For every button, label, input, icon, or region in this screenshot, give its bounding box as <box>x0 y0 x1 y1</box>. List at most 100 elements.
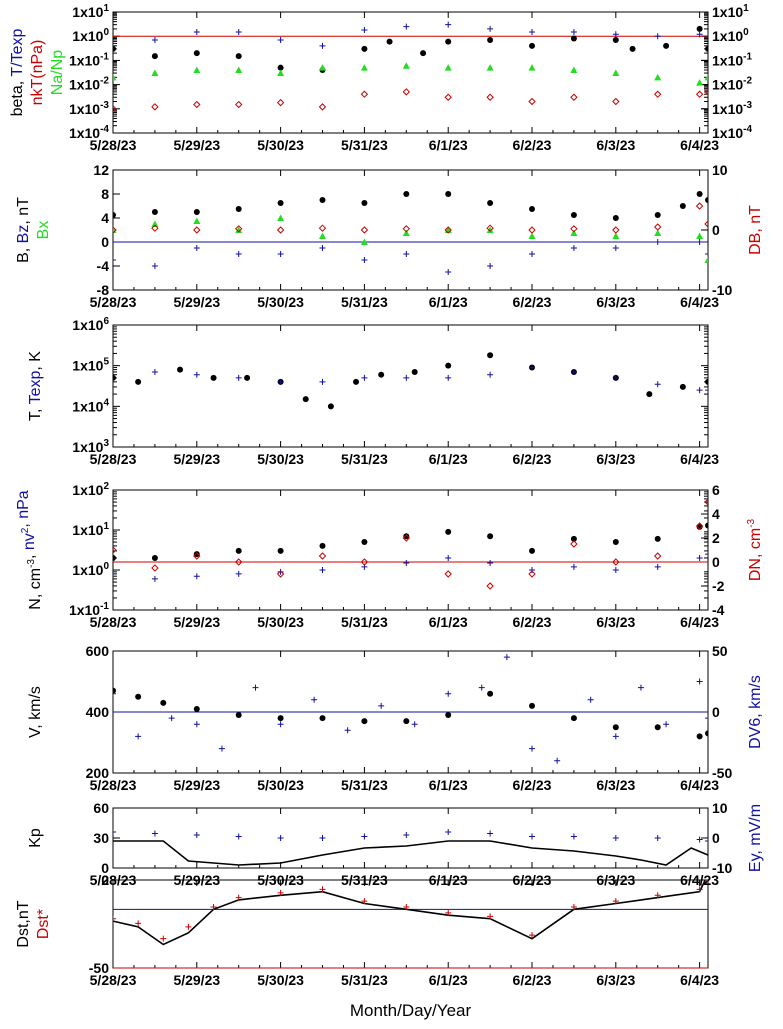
data-point <box>696 239 703 245</box>
data-point <box>403 251 410 257</box>
data-point <box>529 206 536 212</box>
data-point <box>696 387 703 394</box>
y-tick-label: 1x10-1 <box>69 51 109 68</box>
data-point <box>445 554 452 561</box>
data-point <box>151 263 158 269</box>
data-point <box>612 835 619 841</box>
x-tick-label: 6/3/23 <box>596 777 635 793</box>
x-tick-label: 6/1/23 <box>429 614 468 630</box>
data-point <box>135 733 142 740</box>
y-tick-label: 0 <box>101 234 109 250</box>
data-point <box>151 224 159 232</box>
data-point <box>277 835 284 841</box>
y-tick-label: 1x101 <box>72 3 109 20</box>
data-point <box>277 547 284 554</box>
data-point <box>193 832 200 838</box>
data-point <box>252 684 259 691</box>
data-point <box>445 528 452 535</box>
data-point <box>411 721 418 728</box>
x-tick-label: 5/30/23 <box>257 777 304 793</box>
series-group <box>113 654 708 764</box>
x-tick-label: 6/2/23 <box>513 972 552 988</box>
data-point <box>444 93 452 101</box>
data-point <box>503 654 510 661</box>
y-tick-label: 12 <box>93 162 109 178</box>
data-point <box>487 352 494 359</box>
series-group <box>113 880 708 946</box>
data-point <box>193 226 201 234</box>
panel-5: 200 400 600 -50 0 50 5/28/23 5/29/23 5/30/23 5/31… <box>27 643 764 793</box>
y-tick-right-label: 1x101 <box>712 3 749 20</box>
data-point <box>235 374 242 381</box>
data-point <box>696 886 703 893</box>
data-point <box>353 378 360 385</box>
data-point <box>193 552 201 560</box>
y-tick-label: -50 <box>89 960 109 976</box>
panel-3: 1x103 1x104 1x105 1x106 5/28/23 5/29/23 5/30/2… <box>27 316 719 467</box>
y-tick-label: 1x10-3 <box>69 100 109 117</box>
series-blue <box>113 364 708 394</box>
data-point <box>528 570 536 578</box>
x-tick-label: 6/3/23 <box>596 972 635 988</box>
data-point <box>319 42 326 49</box>
data-point <box>151 103 159 111</box>
data-point <box>704 73 708 81</box>
data-point <box>696 191 703 197</box>
data-point <box>654 73 662 81</box>
y-tick-label: 1x100 <box>72 561 109 578</box>
y-tick-label: 4 <box>101 210 109 226</box>
data-point <box>361 27 368 34</box>
data-point <box>403 374 410 381</box>
data-point <box>113 45 116 52</box>
data-point <box>277 889 284 896</box>
data-point <box>234 558 243 566</box>
data-point <box>311 696 318 703</box>
data-point <box>696 733 703 740</box>
data-point <box>487 36 494 43</box>
data-point <box>319 232 327 239</box>
data-point <box>113 40 116 47</box>
data-point <box>679 203 686 209</box>
data-point <box>705 378 708 385</box>
y-axis-label: N, cm-3, nv2, nPa <box>15 490 44 610</box>
data-point <box>113 829 116 835</box>
data-point <box>319 542 326 549</box>
data-point <box>445 712 452 719</box>
data-point <box>361 45 368 52</box>
data-point <box>486 582 494 590</box>
data-point <box>113 374 116 381</box>
y-tick-right-label: 1x10-2 <box>712 76 752 93</box>
data-point <box>235 712 242 719</box>
data-point <box>445 21 452 28</box>
data-point <box>705 522 708 529</box>
series-black <box>113 191 708 221</box>
data-point <box>403 903 410 910</box>
data-point <box>528 97 536 106</box>
data-point <box>654 724 661 731</box>
data-point <box>570 225 578 233</box>
data-point <box>378 702 385 709</box>
data-point <box>444 570 452 578</box>
x-tick-label: 6/1/23 <box>429 777 468 793</box>
data-point <box>529 745 536 752</box>
series-red <box>113 88 708 113</box>
data-point <box>444 64 452 71</box>
y-tick-label: 1x102 <box>72 481 109 498</box>
data-point <box>445 362 452 369</box>
data-point <box>570 28 577 35</box>
x-tick-label: 6/1/23 <box>429 137 468 153</box>
data-point <box>193 209 200 215</box>
y-tick-label: 30 <box>93 830 109 846</box>
data-point <box>319 378 326 385</box>
data-point <box>612 539 619 546</box>
data-point <box>113 546 117 554</box>
data-point <box>327 403 334 410</box>
y-tick-right-label: 1x100 <box>712 27 749 44</box>
data-point <box>612 567 619 573</box>
data-point <box>411 368 418 375</box>
y-tick-label: 8 <box>101 186 109 202</box>
data-line <box>113 840 708 866</box>
data-point <box>113 257 116 263</box>
x-tick-label: 6/3/23 <box>596 294 635 310</box>
